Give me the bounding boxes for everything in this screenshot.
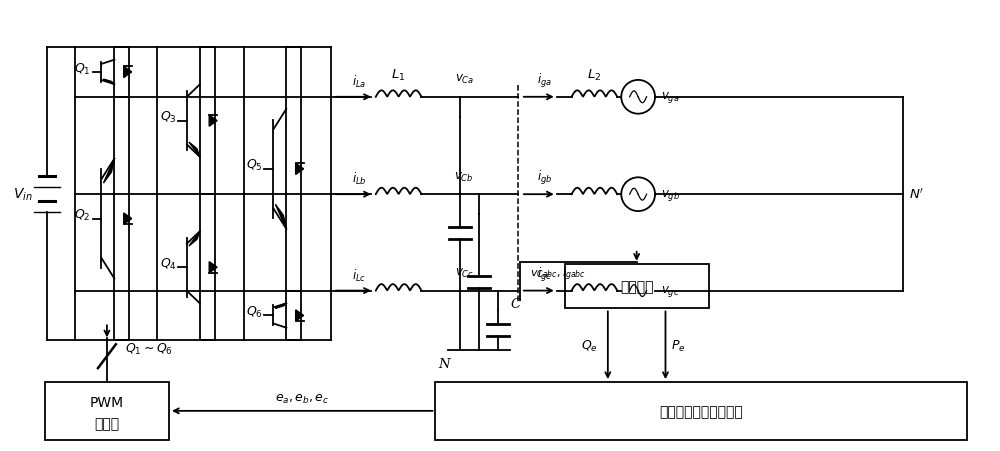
Text: $v_{Cb}$: $v_{Cb}$ bbox=[454, 170, 474, 184]
Text: $P_e$: $P_e$ bbox=[671, 338, 686, 353]
Text: $i_{gb}$: $i_{gb}$ bbox=[537, 169, 552, 187]
Text: $v_{Ca}$: $v_{Ca}$ bbox=[455, 73, 474, 86]
Text: $i_{Lc}$: $i_{Lc}$ bbox=[352, 267, 366, 283]
Polygon shape bbox=[209, 262, 217, 273]
Polygon shape bbox=[103, 80, 114, 85]
Bar bbox=[565, 264, 709, 309]
Text: $V_{in}$: $V_{in}$ bbox=[13, 186, 33, 202]
Text: $Q_1$: $Q_1$ bbox=[74, 61, 91, 76]
Text: $v_{gb}$: $v_{gb}$ bbox=[661, 187, 680, 202]
Polygon shape bbox=[103, 159, 114, 184]
Text: 调制器: 调制器 bbox=[94, 417, 119, 431]
Text: $Q_1{\sim}Q_6$: $Q_1{\sim}Q_6$ bbox=[125, 341, 173, 356]
Polygon shape bbox=[189, 143, 200, 157]
Bar bbox=[435, 382, 967, 440]
Polygon shape bbox=[275, 205, 286, 230]
Polygon shape bbox=[189, 232, 200, 246]
Text: $v_{Cabc},i_{gabc}$: $v_{Cabc},i_{gabc}$ bbox=[530, 266, 586, 282]
Text: $Q_4$: $Q_4$ bbox=[160, 256, 176, 271]
Text: $v_{Cc}$: $v_{Cc}$ bbox=[455, 267, 474, 280]
Text: 虚拟同步发电机控制器: 虚拟同步发电机控制器 bbox=[659, 404, 743, 418]
Text: C: C bbox=[511, 297, 521, 310]
Bar bbox=[45, 382, 169, 440]
Polygon shape bbox=[296, 310, 304, 321]
Text: $i_{ga}$: $i_{ga}$ bbox=[537, 72, 552, 90]
Text: $v_{gc}$: $v_{gc}$ bbox=[661, 284, 680, 299]
Text: $Q_e$: $Q_e$ bbox=[581, 338, 598, 353]
Text: $L_1$: $L_1$ bbox=[391, 68, 406, 83]
Text: $i_{La}$: $i_{La}$ bbox=[352, 74, 366, 90]
Text: $e_a,e_b,e_c$: $e_a,e_b,e_c$ bbox=[275, 392, 329, 405]
Polygon shape bbox=[124, 67, 132, 78]
Text: $L_2$: $L_2$ bbox=[587, 68, 602, 83]
Text: $i_{gc}$: $i_{gc}$ bbox=[537, 265, 552, 283]
Text: $i_{Lb}$: $i_{Lb}$ bbox=[352, 171, 366, 187]
Text: $Q_6$: $Q_6$ bbox=[246, 304, 263, 319]
Polygon shape bbox=[275, 304, 286, 308]
Text: $Q_3$: $Q_3$ bbox=[160, 110, 176, 125]
Text: $Q_5$: $Q_5$ bbox=[246, 158, 263, 173]
Text: PWM: PWM bbox=[90, 396, 124, 410]
Text: N: N bbox=[439, 357, 450, 370]
Text: 功率计算: 功率计算 bbox=[620, 280, 653, 294]
Polygon shape bbox=[296, 164, 304, 175]
Polygon shape bbox=[124, 213, 132, 225]
Text: $N'$: $N'$ bbox=[909, 187, 925, 202]
Text: $Q_2$: $Q_2$ bbox=[74, 207, 91, 223]
Polygon shape bbox=[209, 116, 217, 127]
Text: $v_{ga}$: $v_{ga}$ bbox=[661, 90, 680, 105]
